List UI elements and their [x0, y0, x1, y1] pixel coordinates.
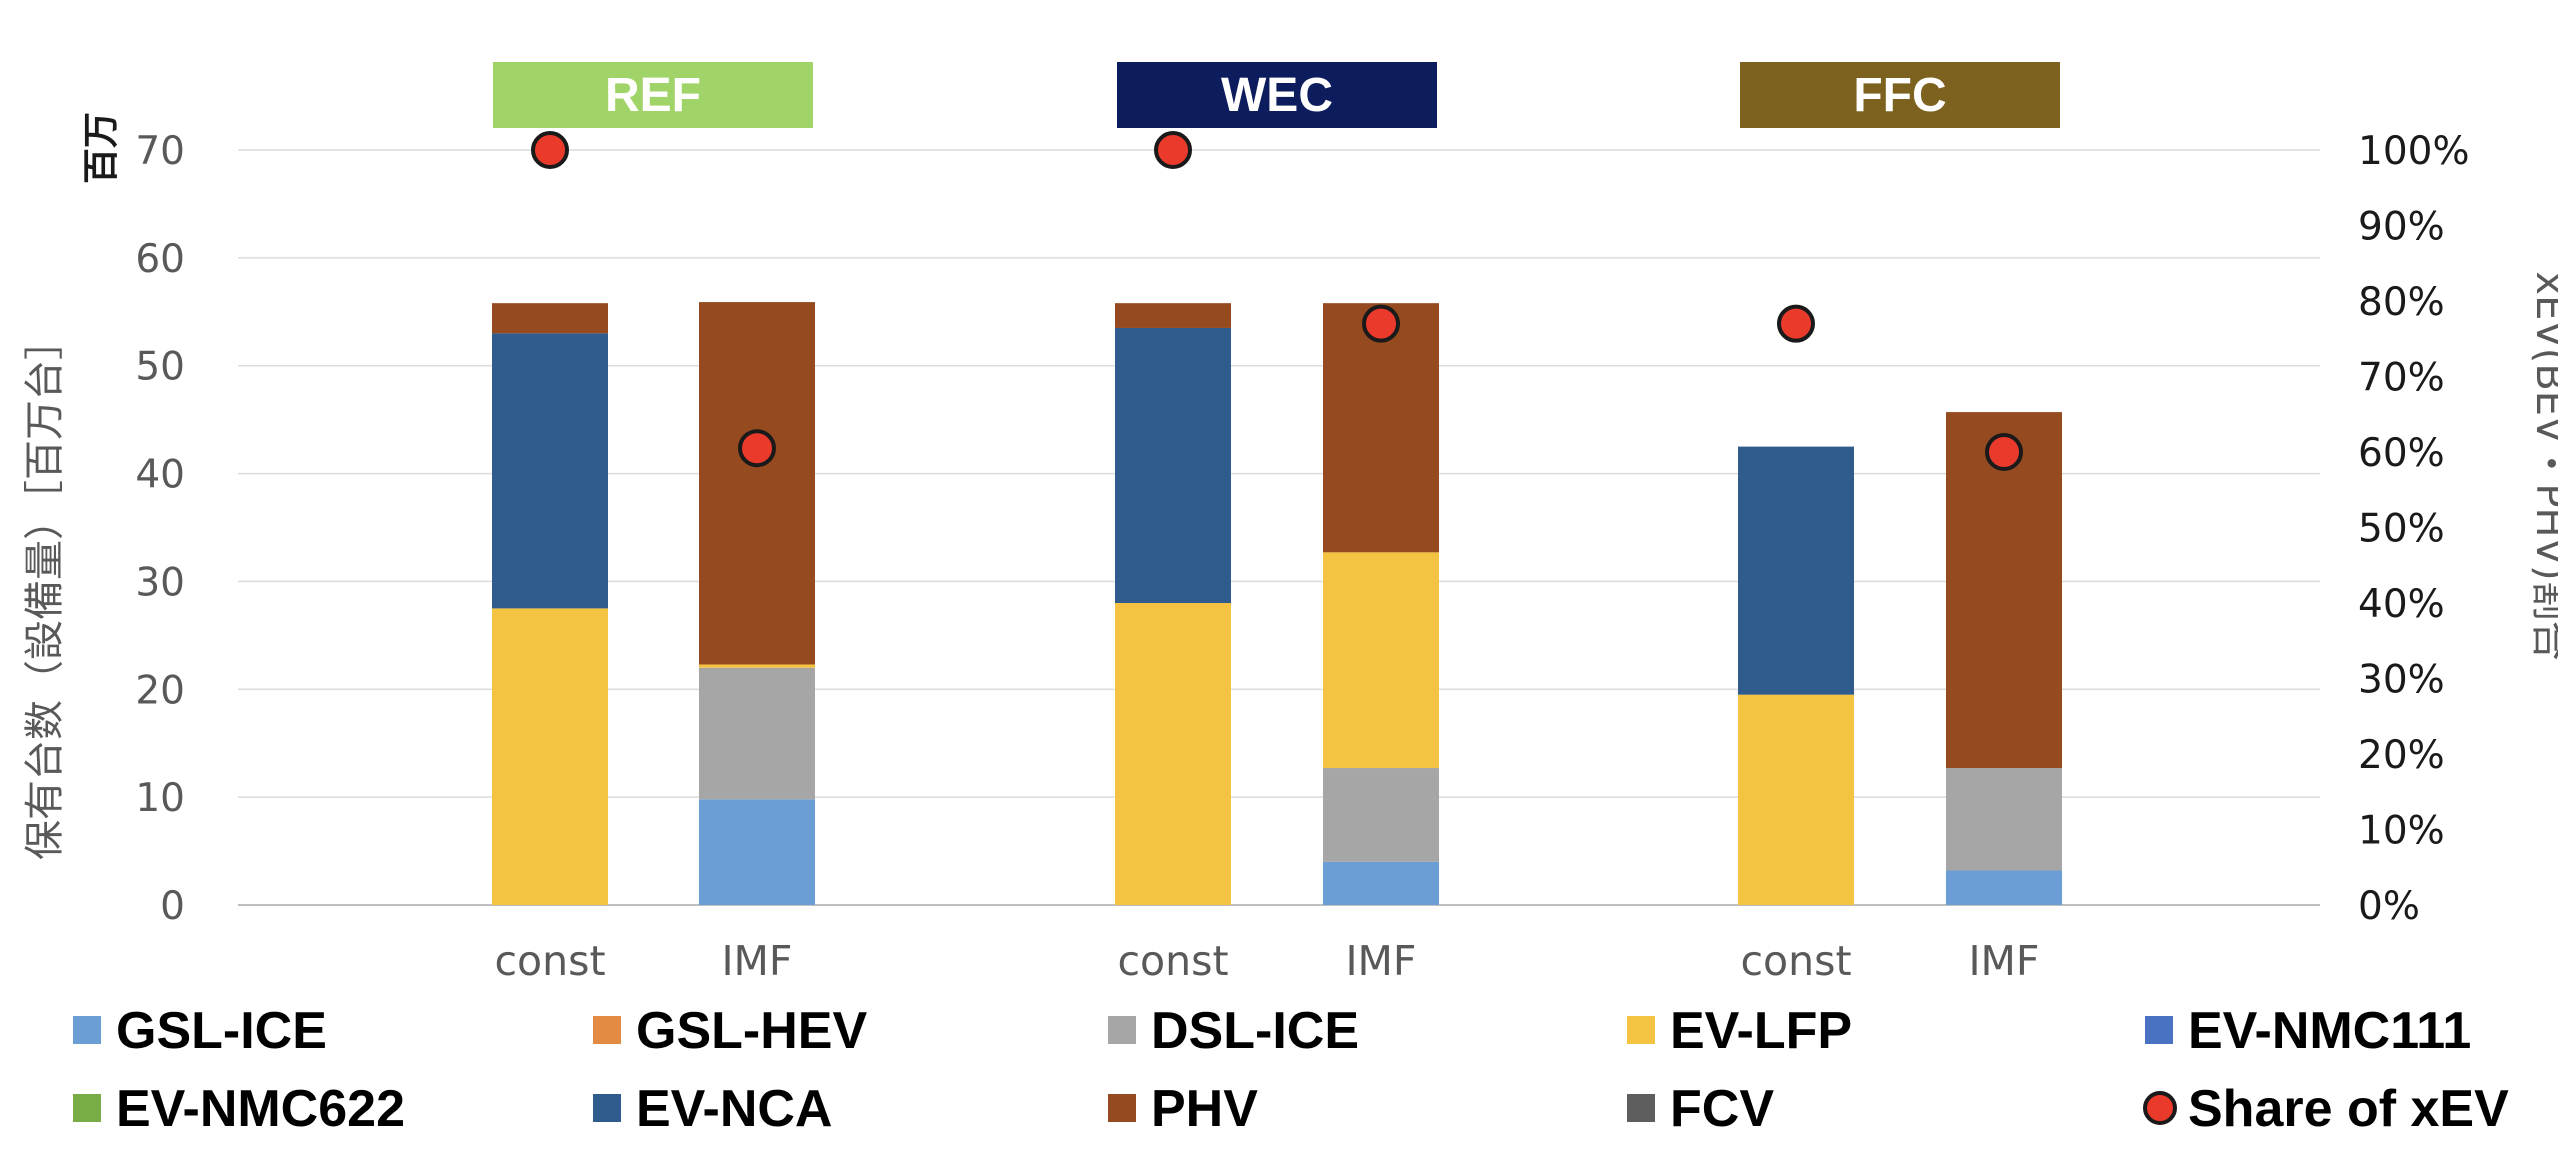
right-tick-label: 30%	[2358, 658, 2445, 703]
share-marker	[531, 131, 569, 169]
legend-label: GSL-ICE	[116, 1002, 327, 1060]
category-label: IMF	[1968, 937, 2039, 985]
share-markers	[531, 131, 2023, 471]
bar-segment-ev-lfp	[699, 664, 815, 668]
legend-swatch	[1108, 1094, 1136, 1122]
right-tick-label: 80%	[2358, 280, 2445, 325]
bar-segment-ev-lfp	[1115, 603, 1231, 905]
group-header-box	[493, 62, 813, 128]
category-labels: const IMF const IMF const IMF	[494, 937, 2039, 985]
bar-segment-gsl-ice	[1323, 861, 1439, 905]
bar-segment-phv	[492, 303, 608, 334]
bar-segment-ev-nca	[492, 333, 608, 609]
share-marker	[1362, 304, 1400, 343]
bar-segment-dsl-ice	[699, 667, 815, 800]
legend-swatch	[73, 1016, 101, 1044]
left-tick-label: 70	[135, 129, 185, 174]
right-tick-label: 40%	[2358, 582, 2445, 627]
group-header-box	[1740, 62, 2060, 128]
bar-segment-phv	[699, 302, 815, 665]
legend-marker	[2143, 1091, 2177, 1125]
category-label: const	[1740, 937, 1851, 985]
bar-stacks	[492, 302, 2062, 905]
left-axis-ticks: 0 10 20 30 40 50 60 70	[135, 129, 185, 929]
bar-segment-ev-lfp	[492, 608, 608, 905]
left-tick-label: 50	[135, 345, 185, 390]
bar-segment-phv	[1946, 412, 2062, 769]
share-marker	[1985, 433, 2023, 471]
legend-label: PHV	[1151, 1080, 1258, 1138]
group-header-label: FFC	[1853, 69, 1946, 122]
legend-swatch	[2145, 1016, 2173, 1044]
right-tick-label: 60%	[2358, 431, 2445, 476]
bar-segment-phv	[1115, 303, 1231, 328]
category-label: IMF	[721, 937, 792, 985]
legend-label: EV-NMC111	[2188, 1002, 2471, 1060]
bar-segment-gsl-ice	[699, 799, 815, 905]
left-tick-label: 10	[135, 776, 185, 821]
bar-segment-dsl-ice	[1323, 768, 1439, 862]
category-label: IMF	[1345, 937, 1416, 985]
legend-label: Share of xEV	[2188, 1080, 2509, 1138]
left-tick-label: 0	[160, 884, 185, 929]
y-axis-unit-label: 百万	[81, 112, 122, 184]
bar-segment-ev-nca	[1738, 446, 1854, 695]
group-header-label: REF	[605, 69, 701, 122]
category-label: const	[1117, 937, 1228, 985]
legend-swatch	[1627, 1094, 1655, 1122]
left-tick-label: 30	[135, 560, 185, 605]
group-header-label: WEC	[1221, 69, 1333, 122]
right-tick-label: 70%	[2358, 356, 2445, 401]
legend-label: FCV	[1670, 1080, 1774, 1138]
legend-swatch	[593, 1094, 621, 1122]
legend-label: EV-LFP	[1670, 1002, 1852, 1060]
legend-swatch	[1108, 1016, 1136, 1044]
right-tick-label: 10%	[2358, 809, 2445, 854]
bar-segment-dsl-ice	[1946, 768, 2062, 871]
right-tick-label: 100%	[2358, 129, 2470, 174]
left-tick-label: 40	[135, 453, 185, 498]
legend-label: GSL-HEV	[636, 1002, 867, 1060]
right-tick-label: 50%	[2358, 507, 2445, 552]
category-label: const	[494, 937, 605, 985]
legend-swatch	[593, 1016, 621, 1044]
bar-segment-ev-lfp	[1738, 694, 1854, 905]
bar-segment-phv	[1323, 303, 1439, 553]
share-marker	[738, 429, 776, 468]
left-tick-label: 60	[135, 237, 185, 282]
legend-label: DSL-ICE	[1151, 1002, 1359, 1060]
bar-segment-ev-nca	[1115, 327, 1231, 603]
legend-swatch	[1627, 1016, 1655, 1044]
right-tick-label: 0%	[2358, 884, 2420, 929]
legend-swatch	[73, 1094, 101, 1122]
bar-segment-gsl-ice	[1946, 870, 2062, 905]
right-tick-label: 90%	[2358, 205, 2445, 250]
legend-label: EV-NMC622	[116, 1080, 405, 1138]
right-tick-label: 20%	[2358, 733, 2445, 778]
group-header-labels: REF WEC FFC	[493, 62, 2060, 128]
legend-label: EV-NCA	[636, 1080, 832, 1138]
right-axis-ticks: 0% 10% 20% 30% 40% 50% 60% 70% 80% 90% 100%	[2358, 129, 2470, 929]
legend: GSL-ICE GSL-HEV DSL-ICE EV-LFP EV-NMC111 EV-N…	[73, 1002, 2509, 1138]
share-marker	[1154, 131, 1192, 169]
left-tick-label: 20	[135, 668, 185, 713]
y-axis-right-title: xEV(BEV・PHV)割合	[2527, 271, 2558, 660]
group-header-box	[1117, 62, 1437, 128]
y-axis-title: 保有台数（設備量）［百万台］	[22, 320, 68, 860]
share-marker	[1777, 304, 1815, 343]
bar-segment-ev-lfp	[1323, 552, 1439, 769]
